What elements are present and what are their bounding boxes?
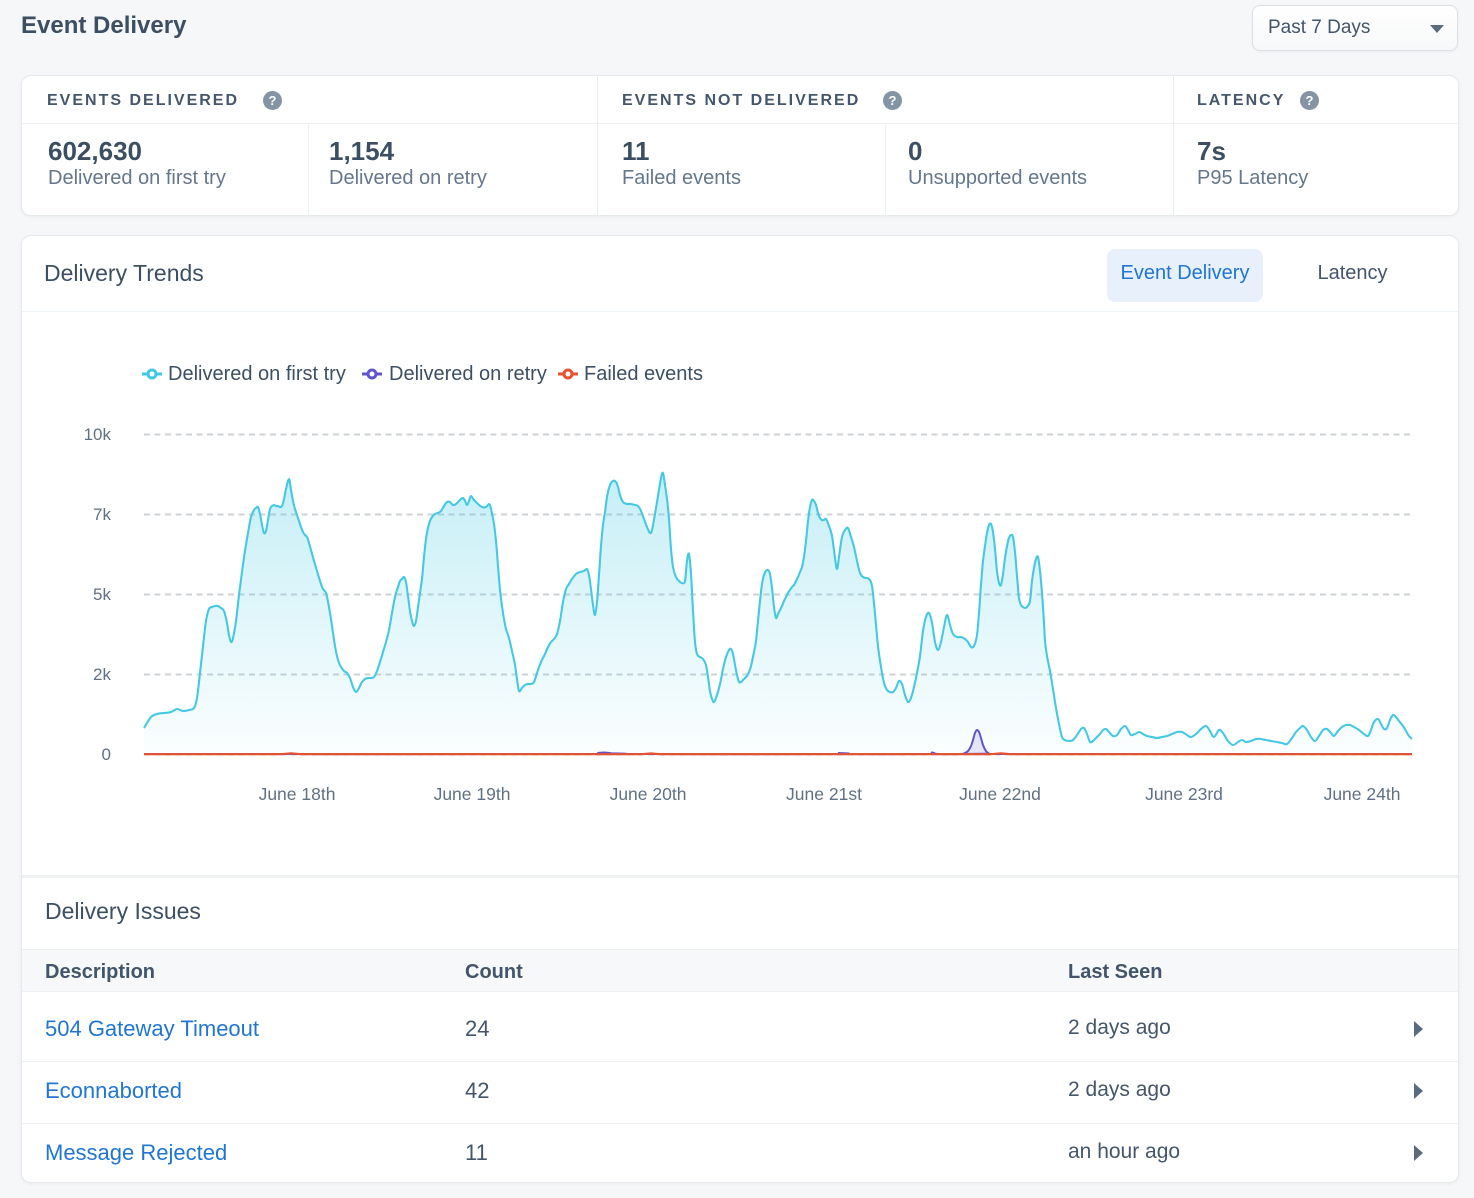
svg-text:June 18th: June 18th bbox=[259, 784, 336, 804]
svg-text:June 19th: June 19th bbox=[434, 784, 511, 804]
svg-text:June 24th: June 24th bbox=[1324, 784, 1401, 804]
svg-text:7k: 7k bbox=[93, 505, 111, 524]
svg-text:June 22nd: June 22nd bbox=[959, 784, 1041, 804]
svg-text:June 23rd: June 23rd bbox=[1145, 784, 1223, 804]
svg-text:0: 0 bbox=[102, 745, 111, 764]
svg-text:10k: 10k bbox=[84, 425, 112, 444]
svg-text:June 21st: June 21st bbox=[786, 784, 862, 804]
svg-text:2k: 2k bbox=[93, 665, 111, 684]
svg-text:5k: 5k bbox=[93, 585, 111, 604]
svg-text:June 20th: June 20th bbox=[610, 784, 687, 804]
